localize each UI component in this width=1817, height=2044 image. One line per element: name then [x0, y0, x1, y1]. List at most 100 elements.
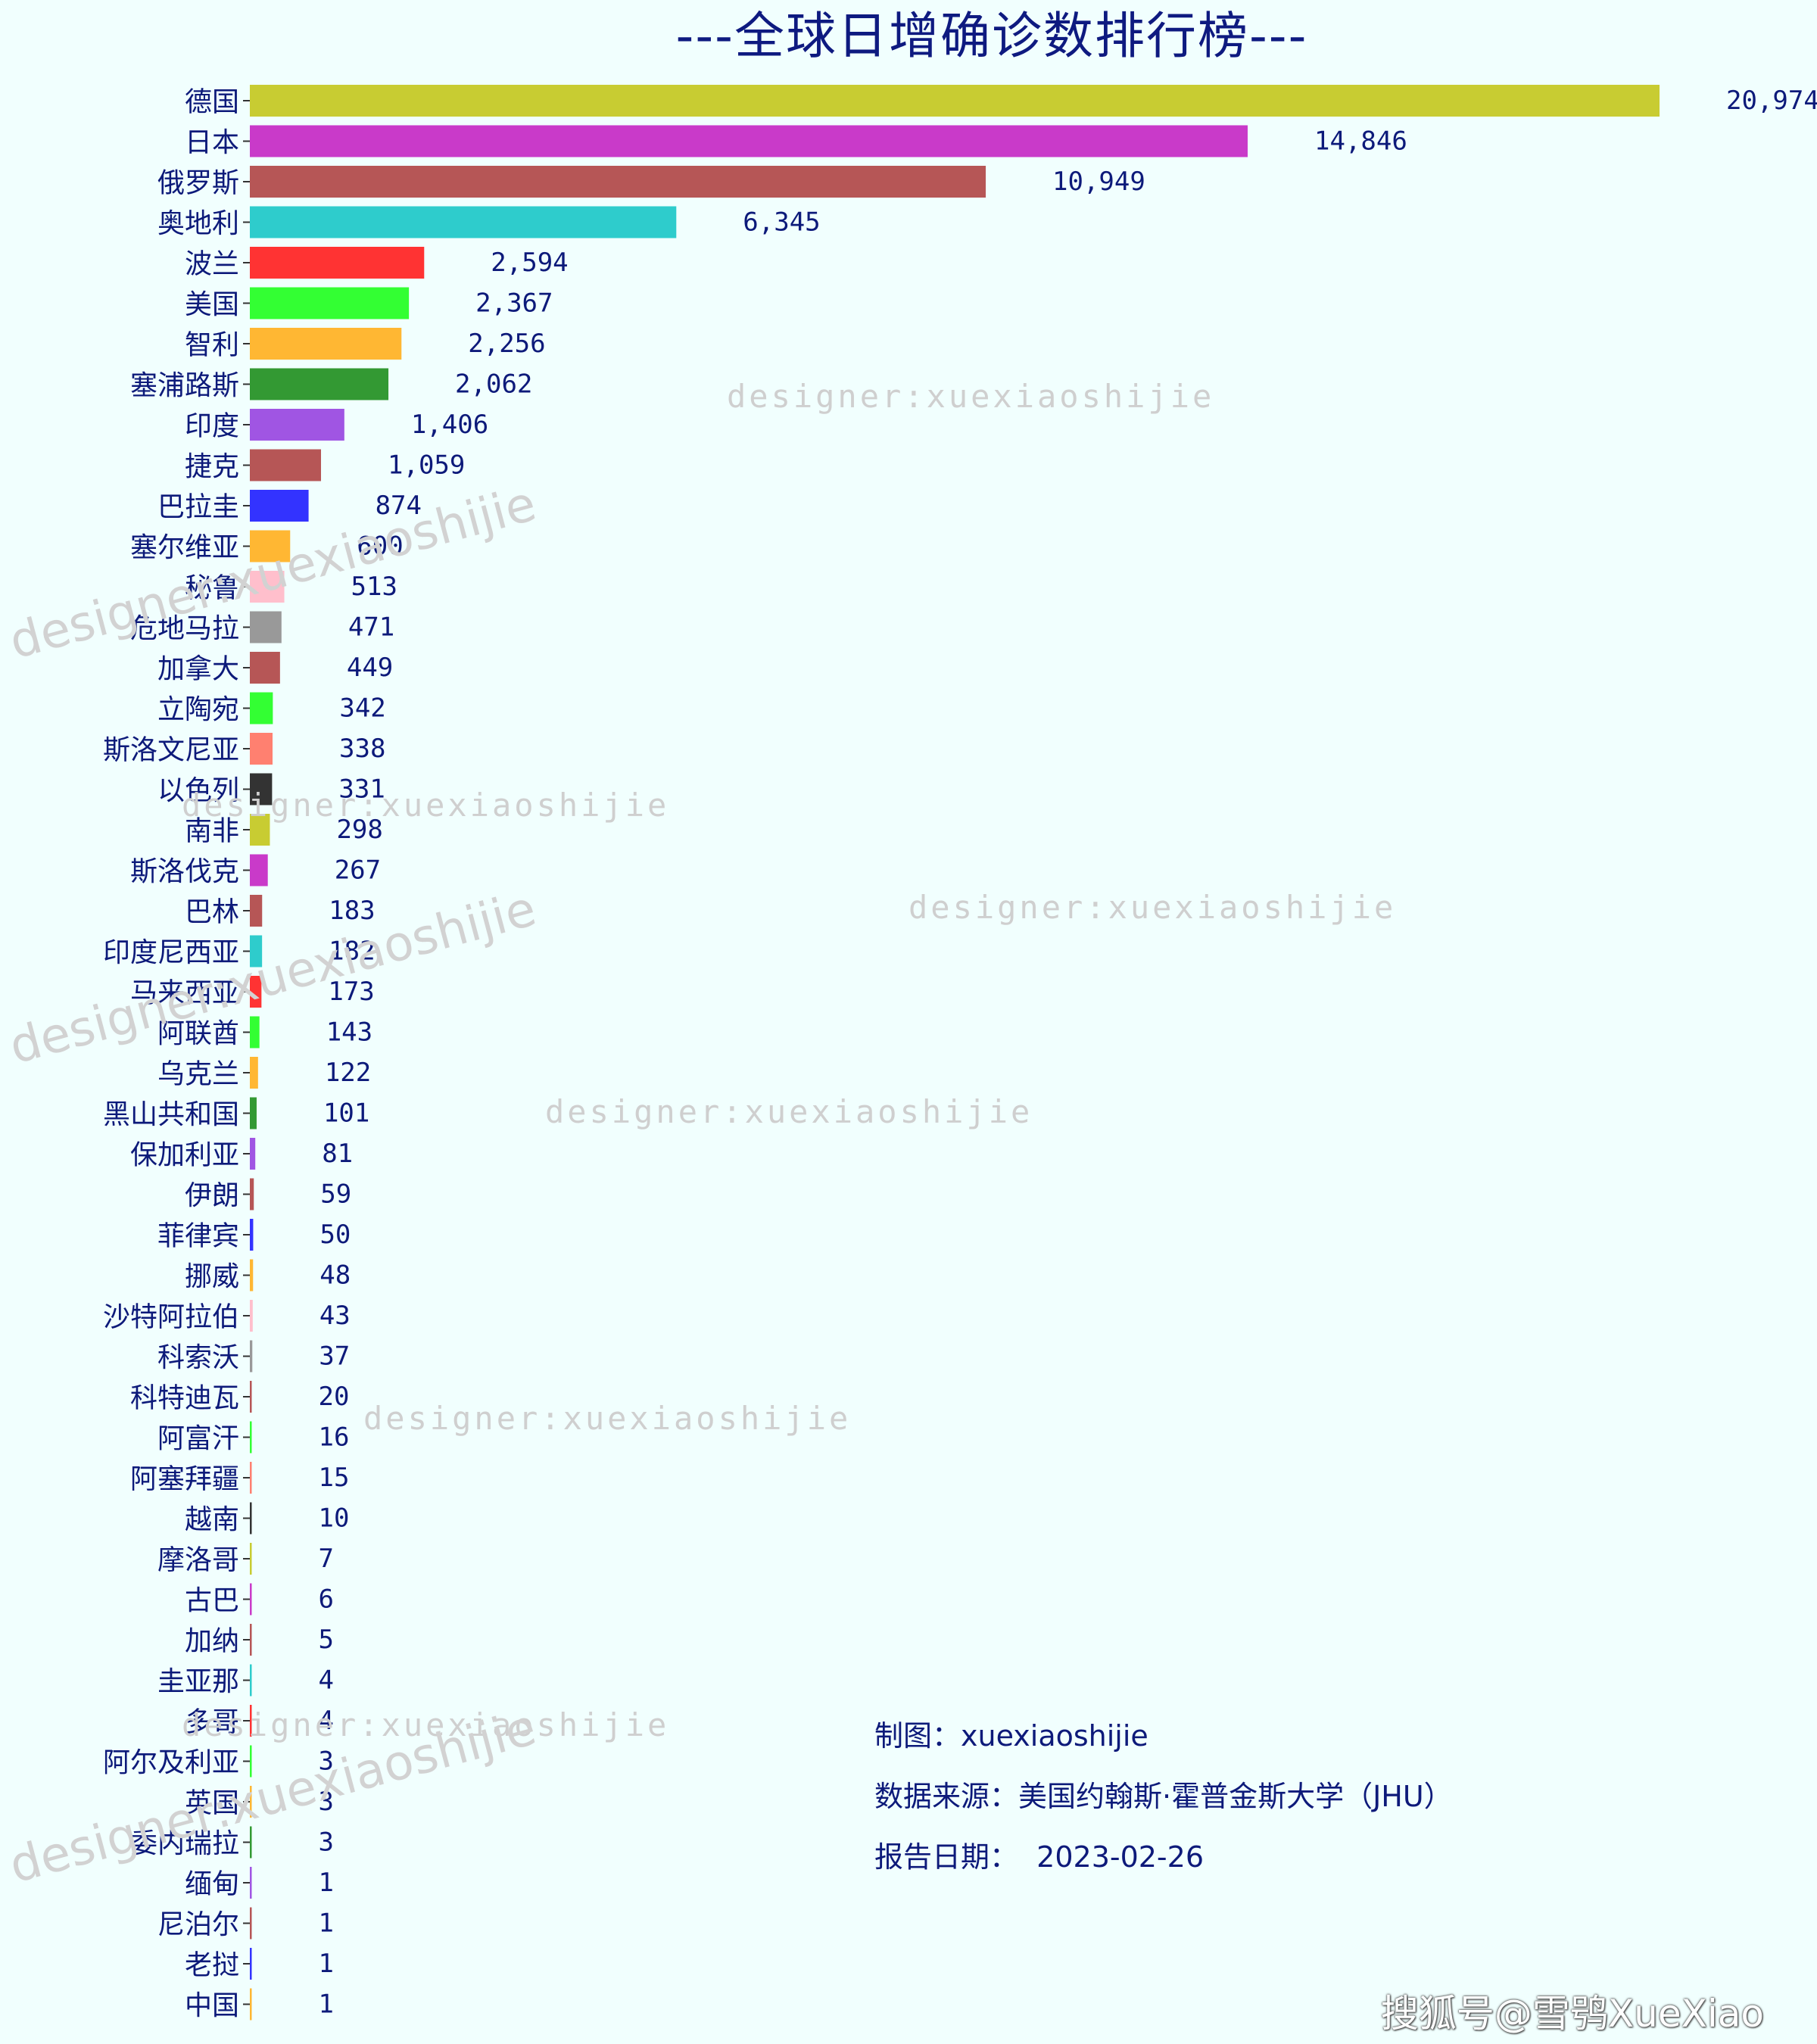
value-label: 20,974: [1726, 86, 1817, 116]
bar: [250, 409, 344, 441]
value-label: 513: [351, 572, 397, 602]
value-label: 43: [319, 1301, 351, 1331]
value-label: 173: [328, 977, 374, 1007]
value-label: 2,367: [475, 288, 553, 319]
category-label: 德国: [185, 87, 239, 118]
category-label: 缅甸: [185, 1869, 239, 1900]
bar: [250, 1624, 252, 1656]
bar: [250, 895, 263, 927]
value-label: 20: [319, 1382, 350, 1412]
bar: [250, 206, 677, 238]
value-label: 1: [319, 1868, 334, 1898]
bar: [250, 1867, 252, 1899]
bar: [250, 1016, 260, 1048]
bar: [250, 1381, 252, 1413]
bar: [250, 1826, 252, 1859]
category-label: 黑山共和国: [103, 1099, 239, 1130]
category-label: 老挝: [185, 1950, 239, 1981]
category-label: 日本: [185, 127, 239, 158]
value-label: 331: [338, 774, 385, 805]
watermark-text: designer:xuexiaoshijie: [727, 378, 1214, 415]
value-label: 5: [319, 1625, 334, 1655]
watermark-rotated-text: designer:xuexiaoshijie: [4, 881, 542, 1076]
bar: [250, 490, 309, 522]
category-label: 奥地利: [157, 208, 239, 239]
value-label: 1: [319, 1989, 334, 2020]
bar: [250, 1907, 252, 1940]
value-label: 15: [319, 1463, 350, 1493]
value-label: 182: [329, 936, 375, 967]
value-label: 10: [319, 1503, 350, 1534]
value-label: 7: [319, 1544, 334, 1574]
category-label: 挪威: [185, 1261, 239, 1292]
watermark-text: designer:xuexiaoshijie: [908, 889, 1396, 926]
bar: [250, 1421, 252, 1454]
category-label: 立陶宛: [157, 694, 239, 725]
value-label: 1,406: [411, 410, 488, 440]
category-label: 乌克兰: [157, 1059, 239, 1090]
bar: [250, 1340, 253, 1373]
value-label: 4: [319, 1706, 334, 1736]
bar: [250, 571, 285, 603]
category-label: 菲律宾: [157, 1221, 239, 1252]
category-label: 以色列: [157, 775, 239, 806]
bar: [250, 1948, 252, 1980]
category-label: 伊朗: [185, 1180, 239, 1211]
category-label: 俄罗斯: [157, 168, 239, 199]
bar: [250, 1583, 252, 1616]
bar: [250, 1705, 252, 1737]
bar: [250, 247, 425, 279]
value-label: 2,256: [468, 329, 545, 359]
bar: [250, 328, 402, 360]
value-label: 59: [320, 1179, 351, 1210]
category-label: 阿富汗: [157, 1423, 239, 1454]
value-label: 6: [319, 1584, 334, 1615]
value-label: 48: [319, 1260, 351, 1291]
category-label: 多哥: [185, 1707, 239, 1738]
category-label: 印度: [185, 411, 239, 442]
value-label: 2,594: [491, 248, 568, 278]
bar: [250, 1462, 252, 1494]
value-label: 874: [376, 491, 422, 521]
value-label: 10,949: [1052, 167, 1145, 197]
watermark-text: designer:xuexiaoshijie: [182, 1706, 669, 1743]
bar: [250, 1502, 252, 1535]
value-label: 183: [329, 896, 375, 926]
value-label: 122: [325, 1058, 371, 1088]
value-label: 1: [319, 1908, 334, 1939]
category-label: 英国: [185, 1788, 239, 1819]
bar: [250, 1543, 252, 1575]
value-label: 471: [348, 612, 394, 643]
category-label: 秘鲁: [185, 573, 239, 604]
bar: [250, 449, 322, 481]
value-label: 338: [339, 734, 385, 764]
bar: [250, 611, 282, 643]
bar: [250, 368, 389, 400]
value-label: 4: [319, 1665, 334, 1696]
watermark-text: designer:xuexiaoshijie: [182, 787, 669, 824]
bar: [250, 287, 410, 319]
value-label: 1: [319, 1949, 334, 1979]
bars-layer: 德国 20,974 日本 14,846 俄罗斯 10,949 奥地利 6,345 波兰 2,594…: [103, 85, 1817, 2021]
category-label: 越南: [185, 1504, 239, 1535]
value-label: 50: [319, 1220, 351, 1250]
value-label: 143: [326, 1017, 372, 1048]
bar: [250, 1057, 258, 1089]
value-label: 3: [319, 1787, 334, 1817]
category-label: 沙特阿拉伯: [103, 1302, 239, 1333]
category-label: 巴拉圭: [157, 492, 239, 523]
watermark-text: designer:xuexiaoshijie: [363, 1400, 851, 1437]
bar: [250, 1138, 256, 1170]
category-label: 科索沃: [157, 1342, 239, 1373]
bar: [250, 976, 262, 1008]
value-label: 3: [319, 1746, 334, 1777]
bar: [250, 814, 270, 846]
category-label: 阿联酋: [157, 1018, 239, 1049]
value-label: 37: [319, 1341, 350, 1372]
category-label: 塞浦路斯: [130, 370, 239, 401]
value-label: 6,345: [743, 207, 820, 238]
chart-title: ---全球日增确诊数排行榜---: [675, 7, 1308, 65]
category-label: 斯洛文尼亚: [103, 735, 239, 766]
category-label: 智利: [185, 330, 239, 361]
